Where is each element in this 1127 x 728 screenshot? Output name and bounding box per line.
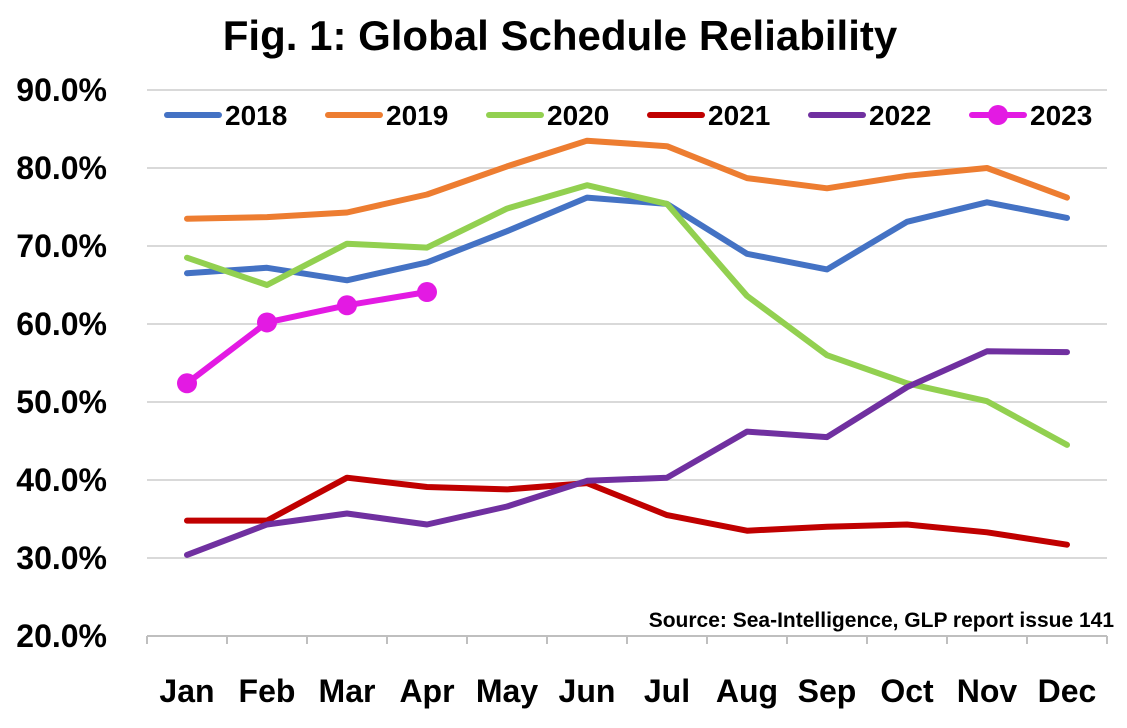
x-tick-label: Dec <box>1038 673 1097 709</box>
series-2018 <box>184 194 1070 284</box>
y-tick-label: 30.0% <box>16 540 107 576</box>
y-tick-label: 80.0% <box>16 150 107 186</box>
legend-item-2022: 2022 <box>808 100 931 131</box>
y-tick-label: 40.0% <box>16 462 107 498</box>
x-tick-label: Jun <box>559 673 616 709</box>
legend-label: 2023 <box>1030 100 1092 131</box>
legend-marker <box>988 105 1008 125</box>
series-line-2021 <box>184 474 1070 548</box>
chart-title: Fig. 1: Global Schedule Reliability <box>223 12 898 59</box>
x-axis-ticks: Jan Feb Mar Apr May Jun Jul Aug Sep Oct Nov Dec <box>159 673 1096 709</box>
series-2021 <box>184 474 1070 548</box>
series-lines <box>177 137 1070 558</box>
x-tick-label: Feb <box>239 673 296 709</box>
series-line-2022 <box>184 348 1070 558</box>
series-line-2023 <box>184 289 430 387</box>
x-tick-label: May <box>476 673 538 709</box>
legend: 2018 2019 2020 2021 2022 2023 <box>164 100 1092 131</box>
series-line-2020 <box>184 182 1070 448</box>
y-axis-ticks: 20.0% 30.0% 40.0% 50.0% 60.0% 70.0% 80.0% 90.0% <box>16 72 107 654</box>
y-tick-label: 70.0% <box>16 228 107 264</box>
data-point-2023 <box>257 312 277 333</box>
data-point-2023 <box>417 282 437 303</box>
source-annotation: Source: Sea-Intelligence, GLP report iss… <box>649 609 1115 632</box>
x-tick-label: Sep <box>798 673 857 709</box>
series-2022 <box>184 348 1070 558</box>
series-line-2018 <box>184 194 1070 284</box>
legend-item-2018: 2018 <box>164 100 287 131</box>
legend-item-2021: 2021 <box>647 100 770 131</box>
legend-item-2020: 2020 <box>486 100 609 131</box>
y-tick-label: 90.0% <box>16 72 107 108</box>
x-tick-label: Mar <box>319 673 376 709</box>
y-tick-label: 60.0% <box>16 306 107 342</box>
y-tick-label: 50.0% <box>16 384 107 420</box>
series-2019 <box>184 137 1070 222</box>
legend-item-2019: 2019 <box>325 100 448 131</box>
y-tick-label: 20.0% <box>16 618 107 654</box>
x-tick-label: Aug <box>716 673 778 709</box>
x-tick-label: Jul <box>644 673 690 709</box>
x-tick-label: Jan <box>159 673 214 709</box>
x-tick-label: Oct <box>880 673 934 709</box>
x-tick-label: Nov <box>957 673 1018 709</box>
legend-item-2023: 2023 <box>969 100 1092 131</box>
series-line-2019 <box>184 137 1070 222</box>
legend-label: 2021 <box>708 100 770 131</box>
data-point-2023 <box>177 373 197 394</box>
series-2020 <box>184 182 1070 448</box>
data-point-2023 <box>337 295 357 316</box>
legend-label: 2019 <box>386 100 448 131</box>
legend-label: 2020 <box>547 100 609 131</box>
series-2023 <box>177 282 437 394</box>
x-tick-label: Apr <box>399 673 454 709</box>
legend-label: 2018 <box>225 100 287 131</box>
gridlines <box>146 89 1108 644</box>
legend-label: 2022 <box>869 100 931 131</box>
